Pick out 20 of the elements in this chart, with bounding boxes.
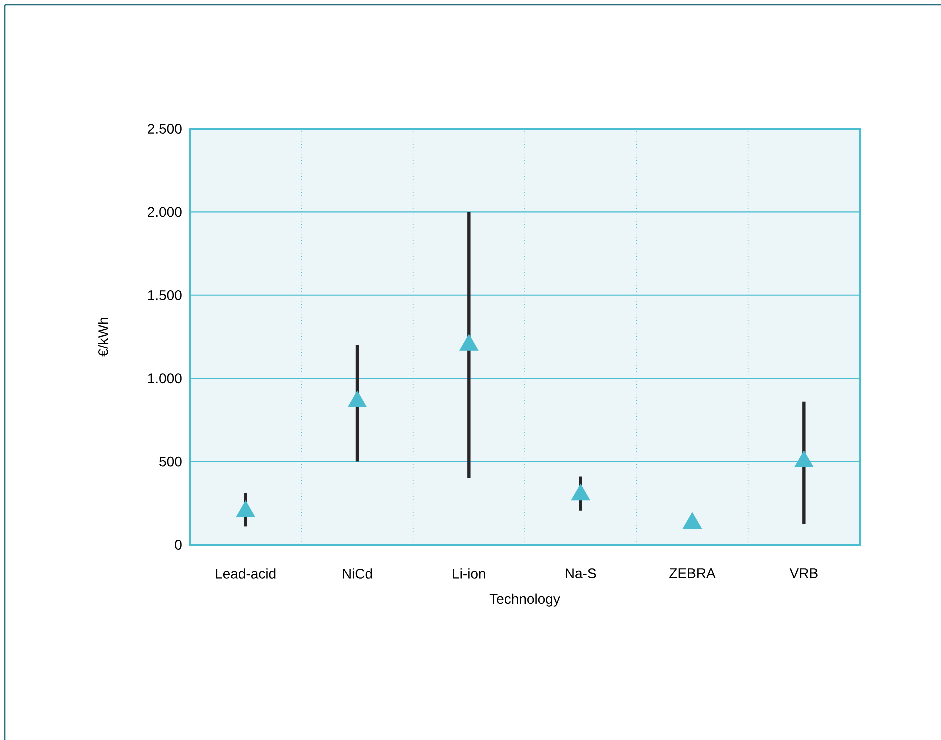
point <box>348 390 368 408</box>
y-tick-label: 500 <box>160 456 182 467</box>
x-tick-label: ZEBRA <box>670 568 716 578</box>
x-axis-title: Technology <box>490 594 560 607</box>
x-tick-label: Na-S <box>566 568 596 579</box>
y-tick-label: 0 <box>175 540 182 550</box>
y-tick-label: 2.000 <box>148 207 182 218</box>
x-tick-label: NiCd <box>343 568 372 579</box>
point <box>794 450 814 468</box>
point <box>571 484 590 501</box>
y-tick-label: 1.500 <box>148 290 182 300</box>
x-tick-label: Li-ion <box>453 568 486 579</box>
point <box>236 500 256 518</box>
y-tick-label: 2.500 <box>148 124 182 134</box>
x-tick-label: VRB <box>790 568 818 578</box>
point <box>460 334 479 351</box>
x-tick-label: Lead-acid <box>216 568 276 579</box>
point <box>682 512 702 529</box>
y-axis-title: €/kWh <box>98 318 108 357</box>
y-tick-label: 1.000 <box>148 374 182 384</box>
